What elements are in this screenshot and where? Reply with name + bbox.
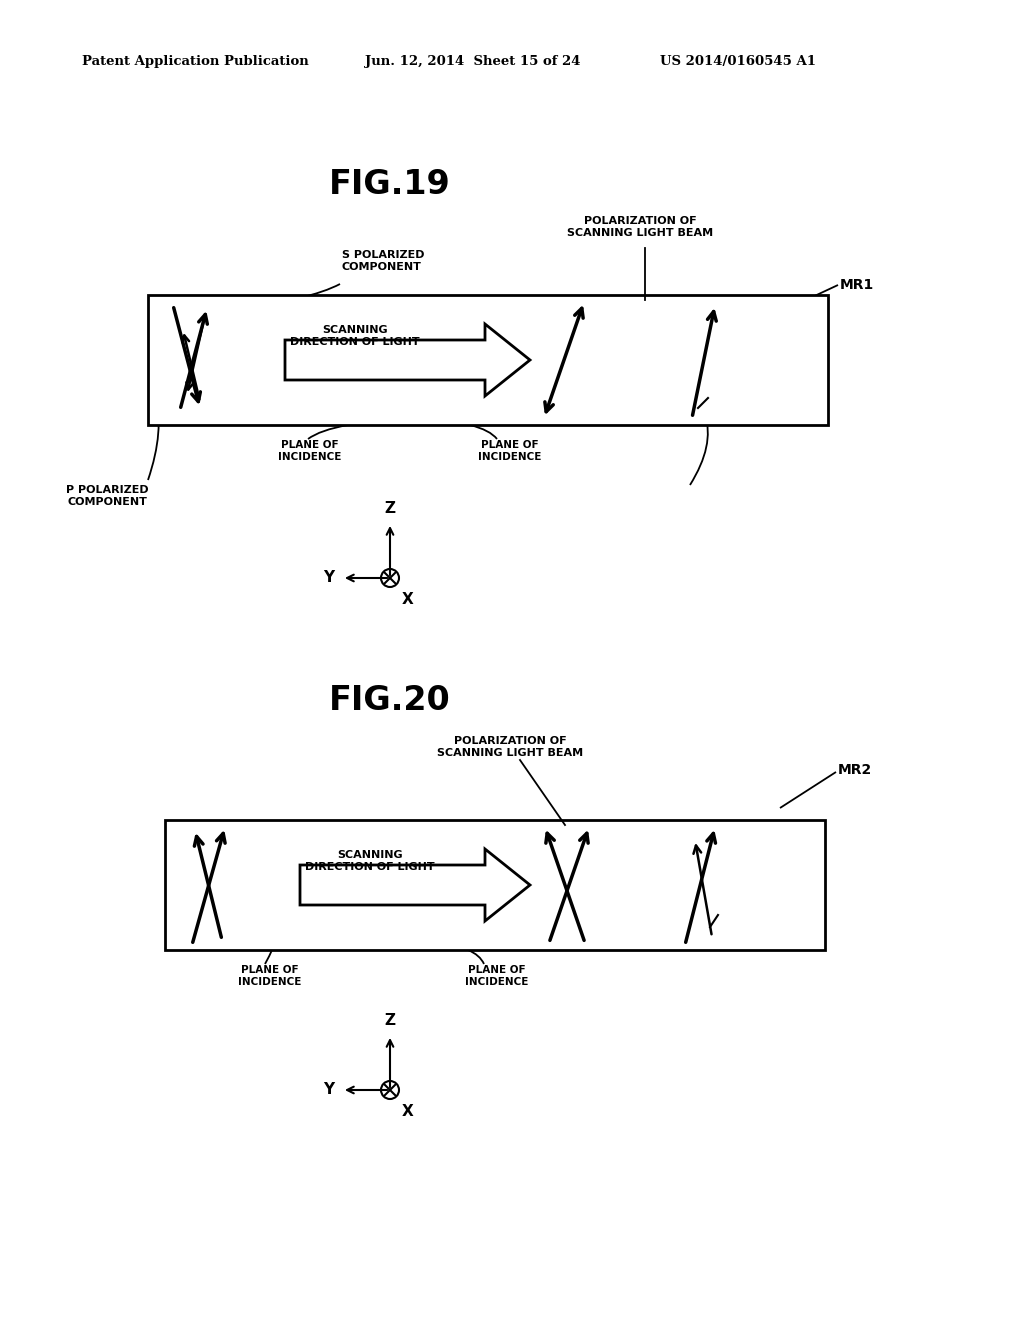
Text: MR1: MR1 <box>840 279 874 292</box>
Text: S POLARIZED
COMPONENT: S POLARIZED COMPONENT <box>342 251 425 272</box>
Text: FIG.19: FIG.19 <box>329 169 451 202</box>
Text: POLARIZATION OF
SCANNING LIGHT BEAM: POLARIZATION OF SCANNING LIGHT BEAM <box>567 216 713 238</box>
Bar <box>165 820 825 950</box>
Text: Y: Y <box>323 1082 334 1097</box>
Text: POLARIZATION OF
SCANNING LIGHT BEAM: POLARIZATION OF SCANNING LIGHT BEAM <box>437 737 583 758</box>
Bar <box>148 294 828 425</box>
Text: US 2014/0160545 A1: US 2014/0160545 A1 <box>660 55 816 69</box>
Text: Z: Z <box>384 502 395 516</box>
Polygon shape <box>285 323 530 396</box>
Text: X: X <box>402 591 414 607</box>
Text: PLANE OF
INCIDENCE: PLANE OF INCIDENCE <box>478 440 542 462</box>
Text: Patent Application Publication: Patent Application Publication <box>82 55 309 69</box>
Text: MR2: MR2 <box>838 763 872 777</box>
Text: Y: Y <box>323 570 334 586</box>
Text: PLANE OF
INCIDENCE: PLANE OF INCIDENCE <box>239 965 302 986</box>
Text: PLANE OF
INCIDENCE: PLANE OF INCIDENCE <box>465 965 528 986</box>
Text: X: X <box>402 1104 414 1119</box>
Polygon shape <box>300 849 530 921</box>
Text: Z: Z <box>384 1012 395 1028</box>
Text: SCANNING
DIRECTION OF LIGHT: SCANNING DIRECTION OF LIGHT <box>305 850 435 871</box>
Text: SCANNING
DIRECTION OF LIGHT: SCANNING DIRECTION OF LIGHT <box>290 325 420 347</box>
Text: P POLARIZED
COMPONENT: P POLARIZED COMPONENT <box>66 484 148 507</box>
Text: Jun. 12, 2014  Sheet 15 of 24: Jun. 12, 2014 Sheet 15 of 24 <box>365 55 581 69</box>
Text: PLANE OF
INCIDENCE: PLANE OF INCIDENCE <box>279 440 342 462</box>
Text: FIG.20: FIG.20 <box>329 684 451 717</box>
